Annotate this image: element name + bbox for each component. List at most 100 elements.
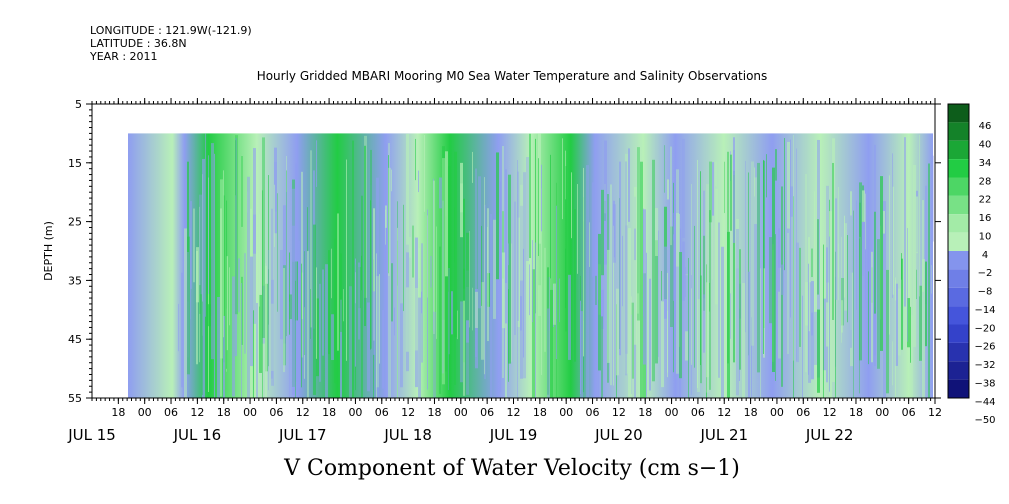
heatmap-cell (892, 297, 893, 386)
heatmap-cell (829, 236, 830, 392)
heatmap-cell (835, 251, 836, 398)
heatmap-cell (457, 310, 458, 340)
heatmap-cell (550, 154, 551, 279)
colorbar: 46 40 34 28 22 16 10 4 −2 −8 −14 −20 −26 −32 −38 −44 −50 (947, 103, 996, 426)
heatmap-cell (340, 253, 342, 332)
heatmap-cell (286, 155, 287, 193)
heatmap-cell (730, 154, 732, 231)
heatmap-cell (433, 311, 436, 398)
heatmap-cell (307, 250, 309, 398)
heatmap-cell (481, 282, 484, 360)
heatmap-cell (751, 317, 752, 398)
heatmap-cell (532, 240, 533, 323)
x-axis-title: V Component of Water Velocity (cm s−1) (283, 456, 740, 481)
heatmap-cell (850, 191, 852, 330)
x-hour-label: 00 (243, 406, 257, 419)
x-day-label: JUL 21 (699, 426, 748, 444)
x-hour-label: 12 (296, 406, 310, 419)
x-hour-label: 06 (269, 406, 283, 419)
heatmap-cell (331, 248, 332, 299)
heatmap-cell (508, 289, 509, 382)
heatmap-cell (772, 167, 775, 372)
heatmap-cell (928, 163, 930, 398)
heatmap-cell (697, 299, 700, 393)
heatmap-cell (346, 159, 347, 361)
heatmap-cell (472, 287, 473, 331)
heatmap-cell (727, 151, 729, 364)
heatmap-cell (373, 291, 375, 355)
heatmap-cell (454, 151, 457, 338)
heatmap-cell (289, 252, 290, 335)
heatmap-cell (652, 159, 655, 382)
x-hour-label: 18 (322, 406, 336, 419)
heatmap-cell (331, 314, 334, 361)
heatmap-cell (913, 164, 916, 347)
heatmap-cell (871, 251, 873, 363)
heatmap-cell (487, 208, 489, 342)
heatmap-cell (367, 302, 370, 392)
heatmap-cell (778, 267, 781, 359)
x-hour-label: 12 (823, 406, 837, 419)
heatmap-cell (412, 225, 414, 278)
heatmap-cell (817, 309, 820, 393)
heatmap-cell (439, 246, 441, 394)
heatmap-cell (304, 307, 305, 379)
heatmap-cell (538, 133, 541, 244)
x-hour-label: 00 (348, 406, 362, 419)
heatmap-cell (703, 294, 705, 353)
heatmap-cell (910, 306, 911, 363)
heatmap-cell (196, 251, 198, 365)
heatmap-cell (682, 138, 685, 238)
heatmap-cell (667, 179, 669, 200)
heatmap-cell (418, 170, 419, 193)
heatmap-cell (289, 301, 290, 398)
heatmap-cell (433, 180, 435, 334)
heatmap-cell (262, 285, 265, 344)
heatmap-cell (385, 143, 387, 356)
heatmap-cell (709, 282, 710, 312)
heatmap-cell (601, 289, 604, 329)
heatmap-cell (202, 301, 203, 395)
heatmap-cell (502, 252, 505, 329)
heatmap-cell (631, 296, 632, 398)
heatmap-cell (505, 283, 507, 398)
heatmap-cell (826, 185, 829, 283)
heatmap-cell (481, 225, 482, 306)
y-tick-label: 5 (75, 98, 82, 111)
heatmap-cell (316, 140, 317, 187)
x-hour-label: 12 (928, 406, 942, 419)
heatmap-cell (637, 293, 639, 314)
heatmap-cell (613, 204, 616, 263)
x-hour-label: 06 (375, 406, 389, 419)
heatmap-cell (862, 190, 865, 222)
heatmap-cell (655, 208, 658, 257)
heatmap-cell (850, 215, 852, 348)
heatmap-cell (499, 181, 501, 393)
heatmap-cell (508, 243, 509, 266)
colorbar-label: −26 (974, 342, 995, 353)
heatmap-cell (691, 183, 692, 364)
heatmap-cell (604, 140, 607, 265)
heatmap-cell (676, 169, 679, 374)
heatmap-cell (520, 296, 522, 331)
heatmap-cell (415, 237, 418, 388)
heatmap-cell (376, 276, 379, 388)
colorbar-swatch (948, 251, 969, 270)
heatmap-cell (670, 146, 672, 246)
heatmap-cell (844, 223, 847, 311)
heatmap-cell (619, 161, 621, 356)
heatmap-cell (760, 268, 761, 398)
heatmap-cell (670, 226, 673, 328)
heatmap-cell (517, 171, 519, 321)
heatmap-cell (448, 268, 450, 355)
heatmap-cell (529, 264, 530, 316)
heatmap-cell (883, 210, 885, 234)
heatmap-cell (673, 212, 676, 241)
heatmap-cell (568, 274, 571, 360)
heatmap-cell (550, 289, 553, 398)
heatmap-cell (337, 213, 339, 351)
heatmap-cell (298, 240, 300, 389)
heatmap-cell (925, 261, 927, 347)
heatmap-cell (343, 289, 344, 322)
